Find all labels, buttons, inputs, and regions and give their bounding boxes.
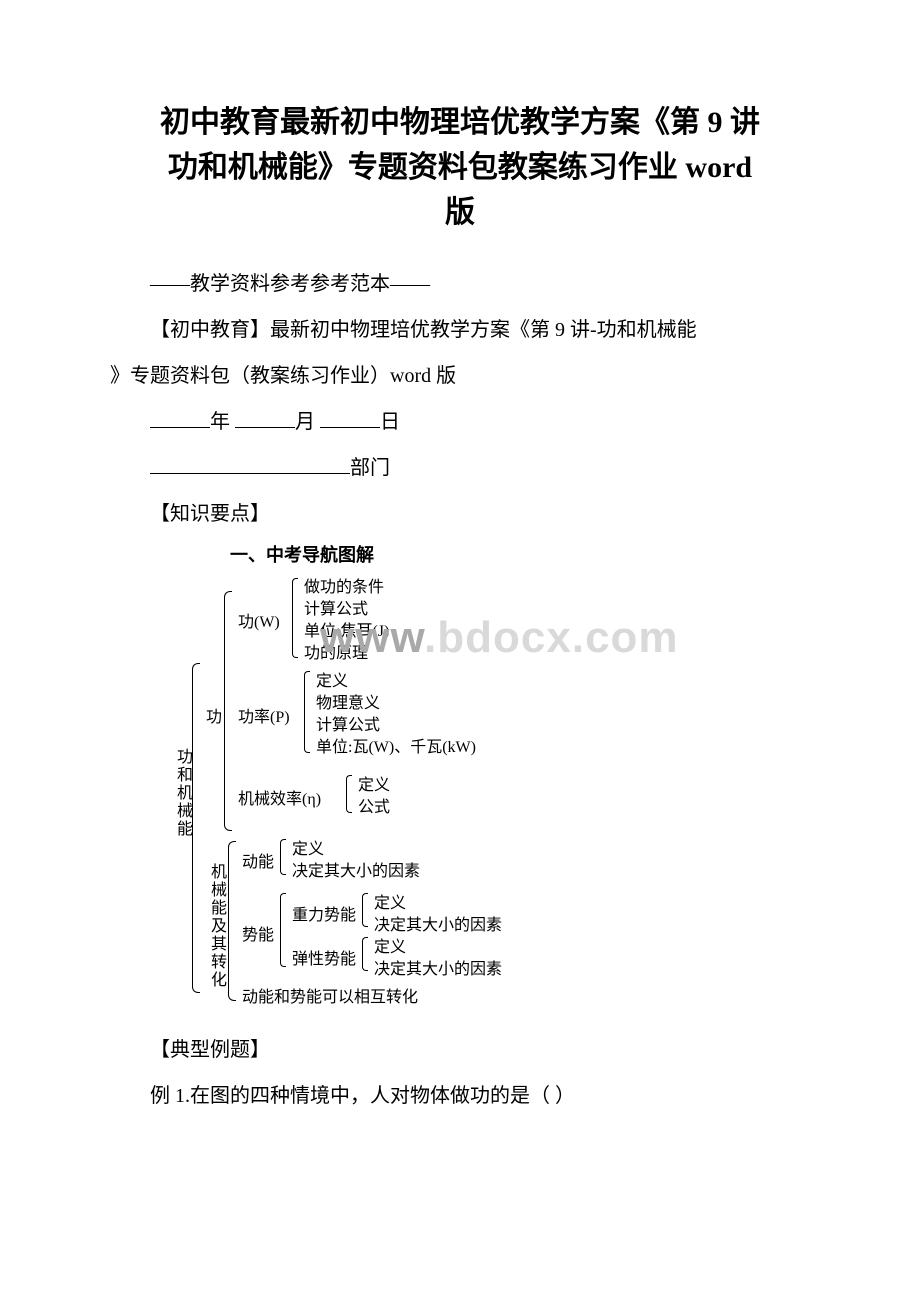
leaf-epe2: 决定其大小的因素 xyxy=(374,955,502,979)
leaf-p2: 物理意义 xyxy=(316,689,380,713)
leaf-ke2: 决定其大小的因素 xyxy=(292,857,420,881)
month-field[interactable] xyxy=(235,404,295,428)
leaf-w4: 功的原理 xyxy=(304,639,368,663)
reference-note: ——教学资料参考参考范本—— xyxy=(110,265,810,303)
day-label: 日 xyxy=(380,411,400,433)
knowledge-points-heading: 【知识要点】 xyxy=(110,495,810,533)
concept-diagram: 一、中考导航图解 www.bdocx.com 功和机械能 功 功(W) 做功的条… xyxy=(170,541,730,1023)
leaf-w1: 做功的条件 xyxy=(304,573,384,597)
leaf-gpe1: 定义 xyxy=(374,889,406,913)
work-w-brace xyxy=(292,578,298,658)
example-1: 例 1.在图的四种情境中，人对物体做功的是（ ） xyxy=(110,1077,810,1115)
lvl1-work: 功 xyxy=(206,703,222,727)
subtitle-line-2: 》专题资料包（教案练习作业）word 版 xyxy=(110,357,810,395)
leaf-p1: 定义 xyxy=(316,667,348,691)
leaf-gpe2: 决定其大小的因素 xyxy=(374,911,502,935)
elastic-pe-brace xyxy=(362,937,368,971)
leaf-convert: 动能和势能可以相互转化 xyxy=(242,983,418,1007)
day-field[interactable] xyxy=(320,404,380,428)
node-gravity-pe: 重力势能 xyxy=(292,901,356,925)
leaf-ke1: 定义 xyxy=(292,835,324,859)
root-label: 功和机械能 xyxy=(170,748,194,838)
subtitle-line-1: 【初中教育】最新初中物理培优教学方案《第 9 讲-功和机械能 xyxy=(110,311,810,349)
lvl1-mechanical-energy: 机械能及其转化 xyxy=(204,863,228,989)
month-label: 月 xyxy=(295,411,315,433)
title-line-1: 初中教育最新初中物理培优教学方案《第 9 讲 xyxy=(160,106,760,139)
dept-label: 部门 xyxy=(350,457,390,479)
watermark-part-b: .bdocx.com xyxy=(424,613,679,662)
dept-row: 部门 xyxy=(110,449,810,487)
root-brace xyxy=(192,663,200,993)
leaf-eta2: 公式 xyxy=(358,793,390,817)
dept-field[interactable] xyxy=(150,450,350,474)
leaf-w3: 单位:焦耳(J) xyxy=(304,617,389,641)
leaf-p3: 计算公式 xyxy=(316,711,380,735)
leaf-w2: 计算公式 xyxy=(304,595,368,619)
year-field[interactable] xyxy=(150,404,210,428)
potential-brace xyxy=(280,893,286,967)
date-row: 年 月 日 xyxy=(110,403,810,441)
leaf-eta1: 定义 xyxy=(358,771,390,795)
title-line-3: 版 xyxy=(445,196,475,229)
gravity-pe-brace xyxy=(362,893,368,927)
mech-energy-brace xyxy=(228,841,236,1001)
document-title: 初中教育最新初中物理培优教学方案《第 9 讲 功和机械能》专题资料包教案练习作业… xyxy=(110,100,810,235)
work-brace xyxy=(224,591,232,831)
leaf-p4: 单位:瓦(W)、千瓦(kW) xyxy=(316,733,476,757)
power-brace xyxy=(304,671,310,753)
node-power-p: 功率(P) xyxy=(238,703,290,727)
node-efficiency: 机械效率(η) xyxy=(238,785,321,809)
year-label: 年 xyxy=(210,411,230,433)
kinetic-brace xyxy=(280,839,286,875)
examples-heading: 【典型例题】 xyxy=(110,1031,810,1069)
efficiency-brace xyxy=(346,775,352,813)
node-work-w: 功(W) xyxy=(238,608,280,632)
diagram-title: 一、中考导航图解 xyxy=(230,541,730,567)
node-potential: 势能 xyxy=(242,921,274,945)
node-kinetic: 动能 xyxy=(242,848,274,872)
node-elastic-pe: 弹性势能 xyxy=(292,945,356,969)
title-line-2: 功和机械能》专题资料包教案练习作业 word xyxy=(168,151,752,184)
leaf-epe1: 定义 xyxy=(374,933,406,957)
